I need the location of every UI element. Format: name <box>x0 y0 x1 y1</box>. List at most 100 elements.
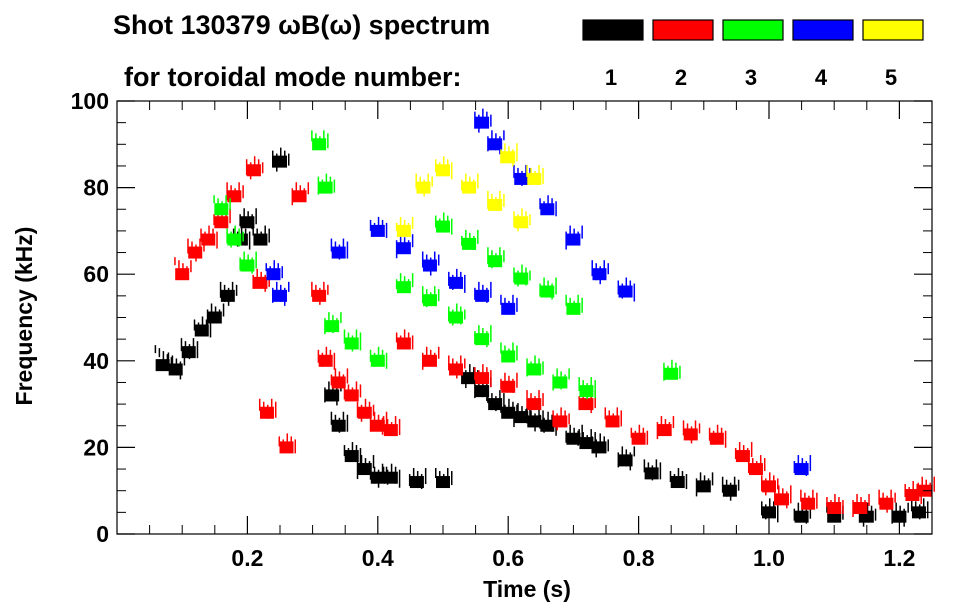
spectral-streak <box>858 505 861 523</box>
spectral-streak <box>319 287 321 305</box>
spectral-streak <box>381 417 384 435</box>
spectral-streak <box>577 294 579 309</box>
legend-label-n2: 2 <box>675 65 687 90</box>
spectral-streak <box>679 365 681 379</box>
spectral-streak <box>607 263 609 275</box>
spectral-streak <box>526 164 528 177</box>
spectral-streak <box>922 498 925 515</box>
spectral-streak <box>634 430 637 442</box>
spectral-streak <box>213 214 215 226</box>
spectral-streak <box>451 162 453 180</box>
spectral-streak <box>478 325 480 340</box>
spectral-streak <box>526 390 528 409</box>
spectral-streak <box>433 352 436 364</box>
spectral-streak <box>638 424 641 437</box>
spectral-streak <box>197 322 200 335</box>
spectral-streak <box>282 439 285 451</box>
spectral-streak <box>226 182 228 201</box>
spectral-streak <box>543 417 545 433</box>
spectral-streak <box>503 130 505 141</box>
spectral-streak <box>373 352 376 366</box>
spectral-streak <box>255 251 257 269</box>
spectral-streak <box>530 167 532 181</box>
spectral-streak <box>891 508 893 524</box>
spectral-streak <box>464 309 466 320</box>
spectral-streak <box>491 250 493 269</box>
spectral-streak <box>166 354 169 366</box>
spectral-streak <box>517 403 519 414</box>
spectral-streak <box>473 179 475 194</box>
spectral-streak <box>625 277 628 294</box>
spectral-streak <box>249 162 252 180</box>
spectral-streak <box>225 195 227 207</box>
spectral-streak <box>325 173 328 185</box>
spectral-streak <box>327 284 329 295</box>
spectral-streak <box>421 251 424 268</box>
spectral-streak <box>586 383 588 400</box>
spectral-streak <box>856 494 858 513</box>
spectral-streak <box>538 164 540 180</box>
spectral-streak <box>529 270 531 281</box>
spectral-streak <box>573 228 575 240</box>
spectral-streak <box>555 201 557 217</box>
spectral-streak <box>382 416 385 429</box>
spectral-streak <box>274 401 277 418</box>
spectral-streak <box>329 349 332 366</box>
spectral-streak <box>777 504 779 523</box>
spectral-streak <box>347 448 350 461</box>
spectral-streak <box>487 136 489 152</box>
spectral-streak <box>290 436 293 450</box>
spectral-streak <box>346 368 349 384</box>
spectral-streak <box>747 455 750 474</box>
spectral-streak <box>929 482 931 497</box>
spectral-streak <box>516 372 518 388</box>
spectral-streak <box>324 318 326 335</box>
spectral-streak <box>500 401 502 413</box>
spectral-streak <box>581 225 583 239</box>
spectral-streak <box>183 355 186 366</box>
spectral-streak <box>708 427 711 441</box>
spectral-streak <box>569 424 571 438</box>
spectral-streak <box>195 244 197 262</box>
spectral-streak <box>230 185 232 196</box>
spectral-streak <box>864 500 866 512</box>
spectral-streak <box>482 328 484 344</box>
spectral-streak <box>158 348 161 358</box>
spectral-streak <box>206 309 209 328</box>
spectral-streak <box>569 225 571 236</box>
spectral-streak <box>512 149 514 167</box>
spectral-streak <box>603 436 605 448</box>
spectral-streak <box>499 390 501 407</box>
spectral-streak <box>805 508 808 524</box>
spectral-streak <box>171 355 174 372</box>
spectral-streak <box>690 426 693 444</box>
spectral-streak <box>269 266 271 276</box>
spectral-streak <box>248 231 251 250</box>
spectral-streak <box>190 260 192 273</box>
spectral-streak <box>368 401 371 412</box>
spectral-streak <box>512 294 514 308</box>
spectral-streak <box>252 225 254 236</box>
spectral-streak <box>360 455 363 466</box>
spectral-streak <box>801 458 804 473</box>
spectral-streak <box>797 502 800 516</box>
spectral-streak <box>707 478 710 491</box>
spectral-streak <box>525 409 527 422</box>
spectral-streak <box>504 143 506 159</box>
spectral-streak <box>551 198 553 213</box>
spectral-streak <box>508 300 510 313</box>
spectral-streak <box>411 335 414 350</box>
spectral-streak <box>569 297 571 310</box>
spectral-streak <box>369 463 372 480</box>
spectral-streak <box>530 410 532 428</box>
spectral-streak <box>364 398 367 417</box>
spectral-streak <box>329 176 332 189</box>
spectral-streak <box>625 449 628 467</box>
spectral-streak <box>629 452 632 471</box>
spectral-streak <box>420 474 423 490</box>
spectral-streak <box>750 442 753 458</box>
spectral-streak <box>591 436 593 454</box>
spectral-streak <box>490 281 492 298</box>
spectral-streak <box>525 164 527 181</box>
spectral-streak <box>555 277 557 295</box>
